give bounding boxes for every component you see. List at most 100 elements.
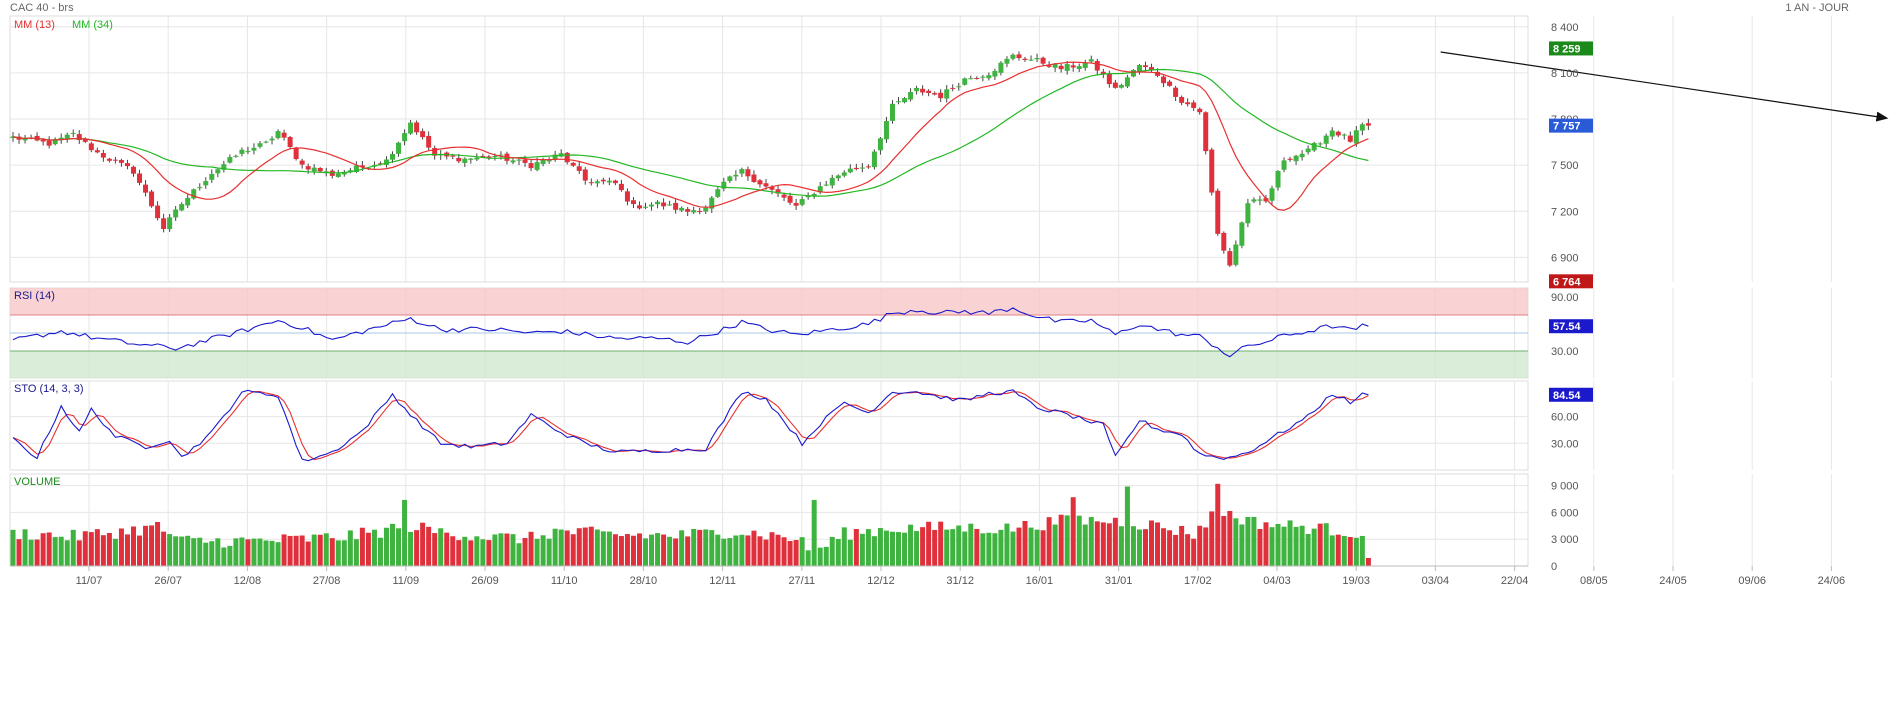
volume-bar — [1010, 531, 1016, 566]
volume-bar — [185, 535, 191, 566]
volume-bar — [468, 540, 474, 566]
volume-bar — [1082, 524, 1088, 566]
x-tick-label: 24/05 — [1659, 575, 1687, 587]
candle-body — [112, 159, 118, 161]
volume-bar — [721, 538, 727, 566]
candle-body — [570, 162, 576, 166]
volume-bar — [34, 539, 40, 566]
candle-body — [1335, 131, 1341, 136]
volume-bar — [1251, 516, 1257, 566]
candle-body — [197, 187, 203, 189]
candle-body — [76, 134, 82, 141]
volume-bar — [962, 531, 968, 566]
volume-bar — [1203, 527, 1209, 566]
legend-ma-13: MM (13) — [14, 19, 55, 31]
panel-frame-price — [9, 15, 1529, 283]
candle-body — [1040, 57, 1046, 64]
volume-bar — [402, 499, 408, 566]
volume-bar — [106, 532, 112, 566]
volume-bar — [667, 536, 673, 566]
volume-bar — [22, 529, 28, 566]
volume-bar — [10, 529, 16, 566]
candle-body — [1359, 124, 1365, 131]
volume-bar — [1130, 526, 1136, 566]
volume-bar — [390, 523, 396, 566]
volume-bar — [1215, 483, 1221, 566]
legend-ma-34: MM (34) — [72, 19, 113, 31]
volume-bar — [281, 534, 287, 566]
candle-body — [257, 143, 263, 147]
volume-bar — [396, 528, 402, 566]
volume-bar — [221, 547, 227, 566]
candle-body — [974, 78, 980, 80]
x-tick-label: 19/03 — [1342, 575, 1370, 587]
volume-bar — [528, 531, 534, 566]
candle-body — [1088, 59, 1094, 62]
volume-bar — [130, 526, 136, 566]
candle-body — [582, 169, 588, 181]
candle-body — [805, 195, 811, 198]
candle-body — [1221, 232, 1227, 251]
candle-body — [10, 136, 16, 139]
candle-body — [926, 90, 932, 94]
volume-bar — [209, 541, 215, 566]
candle-body — [269, 138, 275, 141]
candle-body — [528, 163, 534, 169]
candle-body — [859, 167, 865, 169]
volume-bar — [203, 542, 209, 566]
candle-body — [1269, 188, 1275, 201]
candle-body — [130, 166, 136, 174]
candle-body — [1022, 58, 1028, 61]
candle-body — [889, 103, 895, 121]
candle-body — [1215, 190, 1221, 234]
volume-bar — [630, 535, 636, 566]
candle-body — [1149, 67, 1155, 71]
candle-body — [1016, 54, 1022, 59]
price-tick-label: 6 900 — [1551, 252, 1579, 264]
candle-body — [263, 141, 269, 143]
candle-body — [1118, 84, 1124, 88]
candle-body — [865, 166, 871, 168]
candle-body — [914, 87, 920, 92]
volume-bar — [143, 525, 149, 566]
volume-bar — [1353, 537, 1359, 566]
volume-bar — [643, 538, 649, 566]
volume-bar — [257, 538, 263, 566]
candle-body — [396, 142, 402, 154]
candle-body — [823, 184, 829, 186]
candle-body — [1167, 81, 1173, 86]
candle-body — [82, 138, 88, 142]
candle-body — [191, 189, 197, 199]
volume-bar — [992, 533, 998, 566]
rsi-oversold-zone — [10, 351, 1528, 378]
volume-bar — [263, 540, 269, 566]
volume-bar — [685, 536, 691, 566]
volume-bar — [1323, 523, 1329, 566]
volume-bar — [703, 529, 709, 566]
candle-body — [835, 175, 841, 179]
candle-body — [588, 182, 594, 184]
candle-body — [510, 160, 516, 163]
candle-body — [691, 210, 697, 213]
volume-bar — [1161, 528, 1167, 566]
volume-bar — [546, 538, 552, 566]
candle-body — [432, 148, 438, 156]
candle-body — [1263, 198, 1269, 202]
volume-bar — [341, 540, 347, 566]
volume-bar — [576, 528, 582, 566]
candle-body — [1323, 135, 1329, 144]
candle-body — [1311, 142, 1317, 151]
volume-bar — [558, 529, 564, 566]
volume-bar — [474, 536, 480, 566]
volume-bar — [865, 529, 871, 566]
volume-bar — [456, 540, 462, 566]
volume-bar — [1335, 534, 1341, 566]
period-selector[interactable]: 1 AN - JOUR — [1785, 2, 1849, 14]
rsi-tick-label: 90.00 — [1551, 292, 1579, 304]
volume-bar — [552, 528, 558, 566]
volume-bar — [1365, 557, 1371, 566]
volume-bar — [1197, 525, 1203, 566]
candle-body — [1046, 65, 1052, 67]
volume-bar — [618, 536, 624, 566]
ma-13-line — [12, 61, 1369, 211]
